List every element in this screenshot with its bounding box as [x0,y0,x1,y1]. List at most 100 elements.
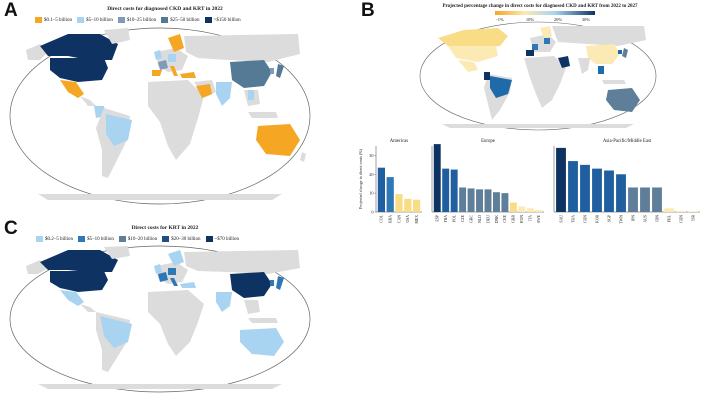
land-central-america [80,96,96,106]
legend-swatch [205,236,213,242]
x-tick-label: JPN [631,215,635,222]
land-germany [168,54,176,62]
land-australia [606,88,640,112]
legend-item: $10–20 billion [118,236,158,242]
x-tick-label: CHN [679,215,683,223]
panel-b-title: Projected percentage change in direct co… [442,4,638,9]
land-indonesia [248,318,278,323]
scale-tick-label: -1% [496,17,504,22]
legend-item: $0.1–5 billion [35,17,72,23]
legend-item: $0.2–5 billion [36,236,73,242]
land-korea [270,68,274,74]
x-tick-label: HUN [520,215,524,223]
x-tick-label: POL [452,214,456,222]
land-antarctica [38,384,282,389]
bar [518,206,526,212]
legend-swatch [36,236,43,242]
land-brazil [100,316,132,348]
y-tick-label: 0 [371,210,373,215]
scale-tick-label: 30% [582,17,591,22]
land-russia [184,250,300,274]
land-usa [448,46,498,62]
legend-label: $0.1–5 billion [44,17,73,23]
y-tick-label: 30 [369,153,373,158]
land-india [216,292,232,312]
land-usa [50,58,108,82]
land-saudi-arabia [196,84,212,98]
legend-item: >$150 billion [204,17,241,23]
bar [412,199,421,212]
bar [450,169,458,212]
panel-c-legend: $0.2–5 billion $5–10 billion $10–20 bill… [36,236,239,242]
land-france [158,272,168,282]
land-china [586,44,620,64]
x-tick-label: ITA [529,215,533,221]
legend-swatch [77,17,85,23]
land-spain [526,50,534,56]
land-poland [544,38,550,44]
land-canada [40,34,118,60]
bar [467,188,475,212]
legend-item: ~$70 billion [205,236,239,242]
land-greenland [104,28,130,44]
land-usa [50,271,108,292]
land-north-america-north [438,28,508,48]
scale-bar [495,11,595,15]
x-tick-label: ISR [691,215,695,221]
land-france [532,44,538,50]
land-australia [240,328,284,356]
x-tick-label: DEU [486,215,490,223]
land-africa [148,80,204,160]
legend-item: $5–10 billion [77,17,113,23]
legend-swatch [35,17,42,23]
bar [676,211,686,212]
legend-item: $20–30 billion [162,236,201,242]
x-tick-label: FRA [444,215,448,223]
legend-swatch [118,236,126,242]
land-japan [276,276,284,290]
bar [580,164,590,212]
x-tick-label: MEX [415,215,419,224]
bar [535,210,543,212]
bar [688,211,698,212]
land-korea [618,50,622,54]
bar [492,192,500,212]
land-africa [524,56,566,108]
legend-swatch [117,17,125,23]
land-russia [552,26,646,46]
map-a [9,27,311,205]
land-mexico [458,60,478,72]
land-italy [170,278,178,286]
legend-item: $5–10 billion [78,236,114,242]
land-turkey [180,282,196,288]
map-b [419,21,657,131]
land-japan [622,48,628,58]
legend-swatch [78,236,86,242]
bar [442,168,450,212]
land-italy [170,66,178,76]
x-tick-label: GRC [469,215,473,223]
land-mexico [60,80,84,98]
legend-label: >$150 billion [213,17,241,23]
legend-label: $10–25 billion [126,17,157,23]
land-southeast-asia [244,300,260,314]
land-russia [184,34,300,62]
legend-label: $10–20 billion [127,236,158,242]
x-tick-label: TWN [619,215,623,224]
bar [404,198,412,212]
land-spain [152,70,162,76]
bar [509,202,517,212]
land-mexico [60,290,84,306]
x-tick-label: CHN [583,215,587,223]
chart-title: Americas [390,139,409,144]
x-tick-label: SWE [537,214,541,223]
legend-swatch [161,17,169,23]
land-india [578,58,590,74]
chart-title: Europe [481,139,495,144]
x-tick-label: CAN [397,215,401,223]
land-brazil [106,114,132,146]
land-france [158,60,168,70]
panel-letter-c: C [4,218,18,239]
x-tick-label: THA [571,215,575,223]
land-indonesia [602,80,626,84]
